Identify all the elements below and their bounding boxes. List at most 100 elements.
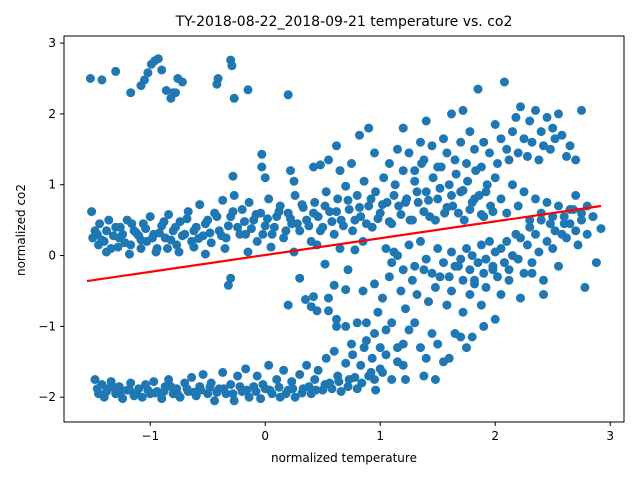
data-point [588, 212, 598, 222]
data-point [516, 233, 525, 243]
data-point [462, 343, 471, 353]
data-point [573, 240, 583, 250]
data-point [490, 173, 500, 183]
data-point [126, 378, 136, 388]
data-point [519, 268, 529, 278]
data-point [212, 212, 222, 222]
data-point [435, 183, 445, 193]
data-point [430, 215, 440, 225]
data-point [387, 375, 397, 384]
data-point [582, 229, 592, 239]
data-point [465, 265, 475, 275]
data-point [504, 155, 514, 165]
data-point [381, 350, 391, 360]
data-point [481, 282, 491, 292]
data-point [233, 222, 243, 232]
data-point [219, 384, 229, 394]
data-point [398, 265, 408, 275]
data-point [519, 134, 529, 144]
data-point [401, 375, 410, 384]
data-point [102, 247, 111, 257]
x-tick-label: 2 [491, 429, 499, 443]
data-point [412, 290, 422, 299]
data-point [476, 240, 486, 250]
y-tick-label: −2 [38, 390, 56, 404]
data-point [341, 181, 351, 191]
data-point [470, 275, 479, 285]
data-point [244, 197, 254, 207]
data-point [473, 84, 483, 94]
data-point [164, 375, 174, 384]
data-point [348, 226, 358, 236]
data-point [272, 375, 282, 384]
data-point [136, 244, 146, 253]
data-point [154, 228, 164, 238]
data-point [596, 224, 606, 234]
data-point [205, 228, 215, 238]
data-point [442, 148, 452, 158]
data-point [335, 166, 345, 176]
data-point [427, 268, 437, 278]
data-point [150, 388, 160, 398]
data-point [379, 173, 389, 183]
data-point [522, 240, 532, 250]
data-point [548, 123, 558, 133]
data-point [421, 353, 431, 363]
data-point [85, 74, 95, 83]
y-tick-label: −1 [38, 319, 56, 333]
data-point [550, 134, 560, 144]
data-point [370, 279, 379, 289]
data-point [542, 112, 552, 122]
x-tick-label: 3 [606, 429, 614, 443]
data-point [479, 321, 489, 331]
data-point [258, 380, 268, 389]
data-point [157, 65, 167, 75]
data-point [404, 325, 414, 335]
data-point [481, 187, 491, 197]
data-point [336, 387, 346, 396]
data-point [228, 207, 238, 217]
data-point [252, 236, 262, 246]
data-point [267, 229, 277, 239]
data-point [304, 221, 314, 231]
data-point [476, 210, 486, 219]
data-point [357, 378, 367, 388]
data-point [421, 116, 431, 126]
data-point [516, 102, 525, 112]
data-point [444, 353, 454, 363]
data-point [525, 215, 535, 225]
data-point [218, 367, 228, 377]
data-point [384, 217, 394, 227]
data-point [410, 176, 420, 186]
data-point [364, 123, 374, 133]
data-point [242, 385, 252, 395]
data-point [281, 226, 291, 236]
data-point [173, 389, 183, 399]
data-point [525, 222, 535, 232]
data-point [465, 205, 475, 214]
data-point [182, 214, 192, 224]
data-point [166, 235, 176, 245]
data-point [226, 380, 236, 389]
data-point [97, 75, 107, 85]
data-point [166, 382, 176, 392]
data-point [220, 244, 230, 253]
data-point [571, 190, 581, 200]
data-point [229, 396, 239, 406]
data-point [164, 210, 174, 219]
data-point [499, 258, 509, 268]
data-point [516, 293, 525, 303]
data-point [401, 197, 410, 207]
data-point [174, 247, 184, 257]
data-point [237, 205, 247, 214]
data-point [465, 127, 475, 137]
data-point [442, 202, 452, 212]
data-point [421, 254, 431, 264]
data-point [311, 385, 321, 395]
data-point [347, 339, 356, 349]
data-point [565, 219, 575, 229]
data-point [90, 375, 100, 384]
data-point [295, 226, 305, 236]
data-point [479, 137, 489, 147]
